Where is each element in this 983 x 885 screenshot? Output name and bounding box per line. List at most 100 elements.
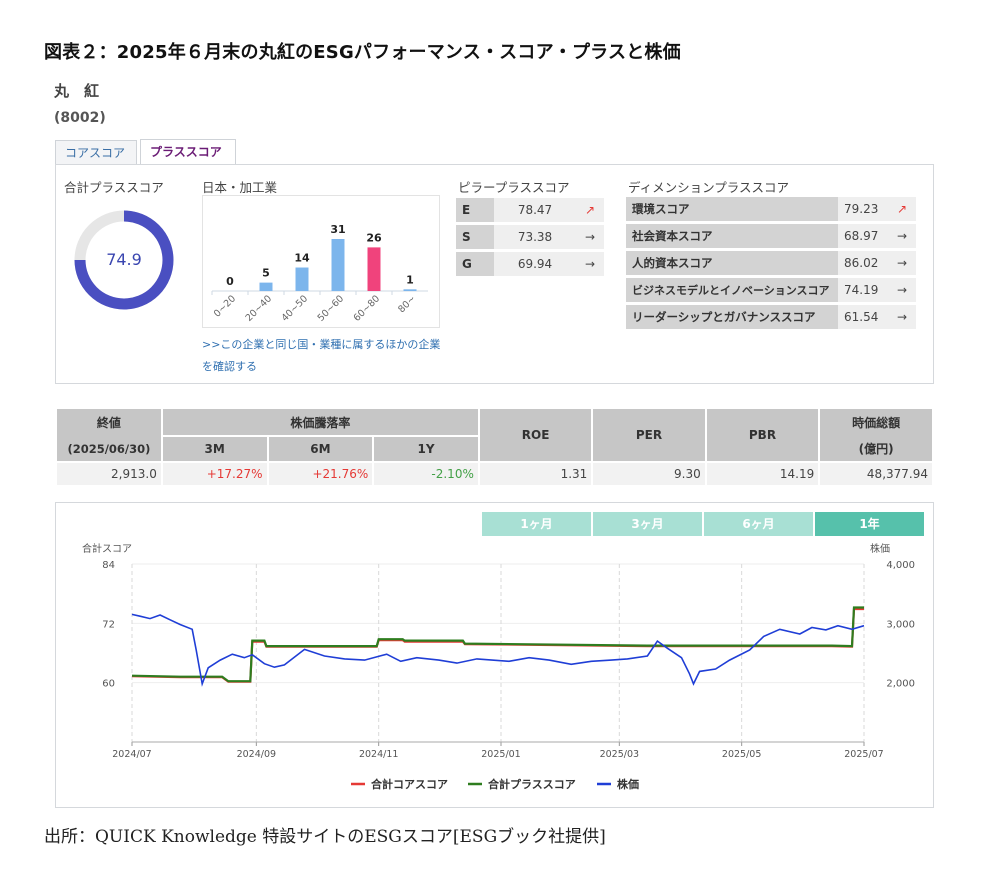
pbr-header: PBR (704, 407, 821, 463)
left-axis-title: 合計スコア (82, 542, 132, 555)
pillar-name: G (456, 252, 494, 276)
pbr-value: 14.19 (704, 461, 821, 487)
dimension-name: 環境スコア (626, 197, 838, 221)
x-axis-tick-label: 2025/01 (481, 749, 520, 760)
dimension-name: リーダーシップとガバナンススコア (626, 305, 838, 329)
pillar-row-g: G 69.94 → (456, 252, 604, 276)
left-axis-tick-label: 84 (102, 560, 115, 571)
change-1y-value: -2.10% (372, 461, 480, 487)
x-axis-tick-label: 2025/03 (600, 749, 639, 760)
dimension-name: 人的資本スコア (626, 251, 838, 275)
bar-data-label: 0 (226, 275, 234, 288)
bar-data-label: 5 (262, 267, 270, 280)
total-plus-score-label: 合計プラススコア (64, 180, 164, 195)
score-panel (55, 164, 934, 384)
trend-arrow-icon: → (576, 225, 604, 249)
bar-chart-frame (202, 195, 440, 328)
dimension-value: 86.02 (838, 251, 888, 275)
trend-arrow-icon: → (888, 278, 916, 302)
pillar-score-table: E 78.47 ↗ S 73.38 → G 69.94 → (456, 195, 604, 279)
tab-plus-score[interactable]: プラススコア (140, 139, 236, 165)
metrics-values-row: 2,913.0 +17.27% +21.76% -2.10% 1.31 9.30… (55, 461, 934, 487)
left-axis-tick-label: 60 (102, 679, 115, 690)
range-button-1y[interactable]: 1年 (815, 512, 924, 536)
pillar-value: 78.47 (494, 198, 576, 222)
trend-arrow-icon: → (888, 305, 916, 329)
trend-arrow-icon: ↗ (576, 198, 604, 222)
bar-data-label: 26 (366, 231, 382, 244)
close-price-value: 2,913.0 (55, 461, 163, 487)
series-line-3 (131, 613, 865, 687)
dimension-row: ビジネスモデルとイノベーションスコア 74.19 → (626, 278, 916, 302)
dimension-row: リーダーシップとガバナンススコア 61.54 → (626, 305, 916, 329)
distribution-bar (331, 239, 345, 291)
distribution-bar (295, 267, 309, 291)
distribution-bar (259, 282, 273, 291)
legend-label: 合計コアスコア (371, 777, 448, 791)
market-cap-value: 48,377.94 (818, 461, 934, 487)
legend-label: 株価 (617, 777, 639, 791)
close-price-header: 終値 (55, 407, 163, 436)
source-note: 出所：QUICK Knowledge 特設サイトのESGスコア[ESGブック社提… (44, 827, 606, 847)
trend-arrow-icon: ↗ (888, 197, 916, 221)
figure-title: 図表２：2025年６月末の丸紅のESGパフォーマンス・スコア・プラスと株価 (44, 42, 681, 63)
series-line-2 (131, 606, 864, 683)
x-axis-tick-label: 2025/07 (844, 749, 883, 760)
pillar-score-label: ピラープラススコア (458, 180, 570, 195)
dimension-value: 68.97 (838, 224, 888, 248)
dimension-name: 社会資本スコア (626, 224, 838, 248)
range-button-1m[interactable]: 1ヶ月 (482, 512, 591, 536)
market-cap-unit: (億円) (818, 436, 934, 463)
dimension-row: 人的資本スコア 86.02 → (626, 251, 916, 275)
pillar-row-e: E 78.47 ↗ (456, 198, 604, 222)
pillar-name: E (456, 198, 494, 222)
tab-core-score[interactable]: コアスコア (55, 140, 137, 164)
trend-arrow-icon: → (888, 251, 916, 275)
trend-arrow-icon: → (576, 252, 604, 276)
industry-label: 日本・加工業 (202, 180, 278, 195)
x-axis-tick-label: 2025/05 (722, 749, 761, 760)
bar-data-label: 14 (294, 252, 310, 265)
dimension-value: 74.19 (838, 278, 888, 302)
x-axis-tick-label: 2024/09 (237, 749, 276, 760)
roe-header: ROE (477, 407, 594, 463)
total-score-donut (74, 210, 174, 310)
distribution-bar (403, 289, 417, 291)
roe-value: 1.31 (477, 461, 594, 487)
pillar-name: S (456, 225, 494, 249)
range-button-3m[interactable]: 3ヶ月 (593, 512, 702, 536)
right-axis-title: 株価 (870, 542, 890, 555)
dimension-score-table: 環境スコア 79.23 ↗ 社会資本スコア 68.97 → 人的資本スコア 86… (626, 194, 916, 332)
x-axis-tick-label: 2024/11 (359, 749, 398, 760)
chart-panel (55, 502, 934, 808)
peer-companies-link[interactable]: >>この企業と同じ国・業種に属するほかの企業を確認する (202, 338, 441, 373)
left-axis-tick-label: 72 (102, 619, 115, 630)
dimension-score-label: ディメンションプラススコア (628, 180, 790, 195)
right-axis-tick-label: 4,000 (886, 560, 915, 571)
pillar-value: 69.94 (494, 252, 576, 276)
close-date: (2025/06/30) (55, 436, 163, 463)
pillar-row-s: S 73.38 → (456, 225, 604, 249)
period-6m: 6M (266, 435, 375, 463)
legend-label: 合計プラススコア (488, 777, 576, 791)
bar-data-label: 31 (330, 223, 345, 236)
stock-metrics-table: 終値 株価騰落率 ROE PER PBR 時価総額 (2025/06/30) 3… (55, 407, 934, 487)
x-axis-tick-label: 2024/07 (112, 749, 151, 760)
period-3m: 3M (160, 435, 269, 463)
total-score-value: 74.9 (106, 250, 142, 269)
per-value: 9.30 (591, 461, 707, 487)
per-header: PER (591, 407, 707, 463)
dimension-row: 環境スコア 79.23 ↗ (626, 197, 916, 221)
bar-data-label: 1 (406, 273, 414, 286)
dimension-row: 社会資本スコア 68.97 → (626, 224, 916, 248)
distribution-bar (367, 247, 381, 291)
dimension-value: 61.54 (838, 305, 888, 329)
trend-arrow-icon: → (888, 224, 916, 248)
dimension-value: 79.23 (838, 197, 888, 221)
change-6m-value: +21.76% (266, 461, 375, 487)
pillar-value: 73.38 (494, 225, 576, 249)
right-axis-tick-label: 2,000 (886, 679, 915, 690)
range-button-6m[interactable]: 6ヶ月 (704, 512, 813, 536)
period-1y: 1Y (372, 435, 480, 463)
